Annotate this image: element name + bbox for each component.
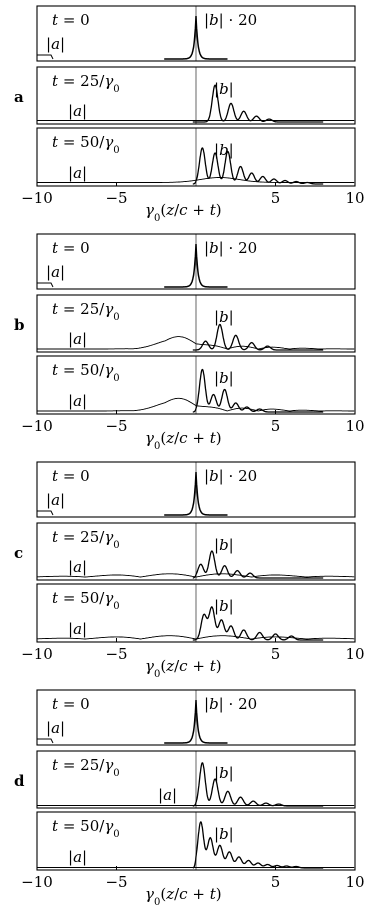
- a-label: |a|: [158, 786, 177, 804]
- t-label: t = 25/γ0: [52, 300, 120, 323]
- x-tick-label: 5: [271, 873, 281, 891]
- t-label: t = 0: [52, 11, 90, 29]
- panel-a: t = 0|a||b| · 20t = 25/γ0|a||b|t = 50/γ0…: [14, 5, 365, 224]
- b-label: |b| · 20: [204, 239, 257, 257]
- a-label: |a|: [46, 35, 65, 53]
- subplot-a-2: t = 50/γ0 |a| |b|: [36, 127, 356, 187]
- b-label: |b| · 20: [204, 11, 257, 29]
- x-tick-label: −10: [21, 417, 53, 435]
- a-curve: [37, 635, 355, 640]
- b-label: |b|: [214, 825, 234, 843]
- b-curve: [192, 368, 324, 413]
- a-curve: [37, 738, 54, 744]
- x-tick-label: 5: [271, 645, 281, 663]
- x-tick-label: 10: [345, 873, 364, 891]
- t-label: t = 0: [52, 467, 90, 485]
- panel-letter: c: [14, 544, 23, 562]
- t-label: t = 25/γ0: [52, 72, 120, 95]
- subplot-c-2: t = 50/γ0 |a| |b|: [36, 583, 356, 643]
- t-label: t = 50/γ0: [52, 589, 120, 612]
- b-label: |b| · 20: [204, 467, 257, 485]
- a-curve: [37, 397, 355, 412]
- b-label: |b|: [214, 369, 234, 387]
- b-label: |b|: [214, 141, 234, 159]
- a-label: |a|: [68, 330, 87, 348]
- panel-c: t = 0|a||b| · 20t = 25/γ0|a||b|t = 50/γ0…: [14, 461, 365, 680]
- a-label: |a|: [46, 719, 65, 737]
- x-tick-label: −5: [105, 417, 127, 435]
- b-label: |b|: [214, 80, 234, 98]
- b-curve: [192, 821, 324, 869]
- x-tick-label: 5: [271, 189, 281, 207]
- panel-b: t = 0|a||b| · 20t = 25/γ0|a||b|t = 50/γ0…: [14, 233, 365, 452]
- x-tick-label: −5: [105, 189, 127, 207]
- a-label: |a|: [68, 102, 87, 120]
- t-label: t = 50/γ0: [52, 361, 120, 384]
- b-label: |b| · 20: [204, 695, 257, 713]
- subplot-b-0: t = 0 |a| |b| · 20: [36, 233, 356, 290]
- panel-letter: b: [14, 316, 25, 334]
- a-label: |a|: [68, 164, 87, 182]
- b-label: |b|: [214, 536, 234, 554]
- b-curve: [192, 606, 324, 641]
- b-curve: [164, 243, 228, 288]
- subplot-b-1: t = 25/γ0 |a| |b|: [36, 294, 356, 353]
- b-curve: [164, 15, 228, 60]
- subplot-d-0: t = 0 |a| |b| · 20: [36, 689, 356, 746]
- x-tick-label: 10: [345, 189, 364, 207]
- subplot-c-1: t = 25/γ0 |a| |b|: [36, 522, 356, 581]
- b-curve: [192, 84, 324, 123]
- a-curve: [37, 510, 54, 516]
- b-label: |b|: [214, 597, 234, 615]
- subplot-b-2: t = 50/γ0 |a| |b|: [36, 355, 356, 415]
- a-label: |a|: [68, 392, 87, 410]
- x-tick-label: −10: [21, 645, 53, 663]
- a-curve: [37, 282, 54, 288]
- a-label: |a|: [46, 491, 65, 509]
- t-label: t = 25/γ0: [52, 756, 120, 779]
- x-tick-label: 5: [271, 417, 281, 435]
- b-curve: [164, 471, 228, 516]
- t-label: t = 50/γ0: [52, 133, 120, 156]
- b-curve: [192, 550, 324, 579]
- b-curve: [192, 323, 324, 351]
- b-curve: [164, 699, 228, 744]
- x-axis-label: γ0(z/c + t): [145, 657, 222, 680]
- a-curve: [37, 177, 355, 183]
- x-axis-label: γ0(z/c + t): [145, 201, 222, 224]
- x-axis-label: γ0(z/c + t): [145, 429, 222, 452]
- subplot-d-2: t = 50/γ0 |a| |b|: [36, 811, 356, 871]
- a-curve: [37, 573, 355, 578]
- a-label: |a|: [68, 620, 87, 638]
- t-label: t = 0: [52, 239, 90, 257]
- a-label: |a|: [46, 263, 65, 281]
- panel-d: t = 0|a||b| · 20t = 25/γ0|a||b|t = 50/γ0…: [14, 689, 365, 907]
- x-tick-label: −5: [105, 645, 127, 663]
- x-tick-label: −5: [105, 873, 127, 891]
- b-curve: [192, 762, 324, 807]
- x-axis-label: γ0(z/c + t): [145, 885, 222, 907]
- panel-letter: a: [14, 88, 24, 106]
- x-tick-label: 10: [345, 645, 364, 663]
- x-tick-label: −10: [21, 189, 53, 207]
- a-label: |a|: [68, 558, 87, 576]
- b-label: |b|: [214, 308, 234, 326]
- subplot-c-0: t = 0 |a| |b| · 20: [36, 461, 356, 518]
- b-label: |b|: [214, 764, 234, 782]
- t-label: t = 0: [52, 695, 90, 713]
- x-tick-label: −10: [21, 873, 53, 891]
- panel-letter: d: [14, 772, 25, 790]
- subplot-a-1: t = 25/γ0 |a| |b|: [36, 66, 356, 125]
- subplot-d-1: t = 25/γ0 |a| |b|: [36, 750, 356, 809]
- x-tick-label: 10: [345, 417, 364, 435]
- a-label: |a|: [68, 848, 87, 866]
- a-curve: [37, 336, 355, 350]
- subplot-a-0: t = 0 |a| |b| · 20: [36, 5, 356, 62]
- t-label: t = 50/γ0: [52, 817, 120, 840]
- b-curve: [192, 147, 324, 185]
- t-label: t = 25/γ0: [52, 528, 120, 551]
- a-curve: [37, 54, 54, 60]
